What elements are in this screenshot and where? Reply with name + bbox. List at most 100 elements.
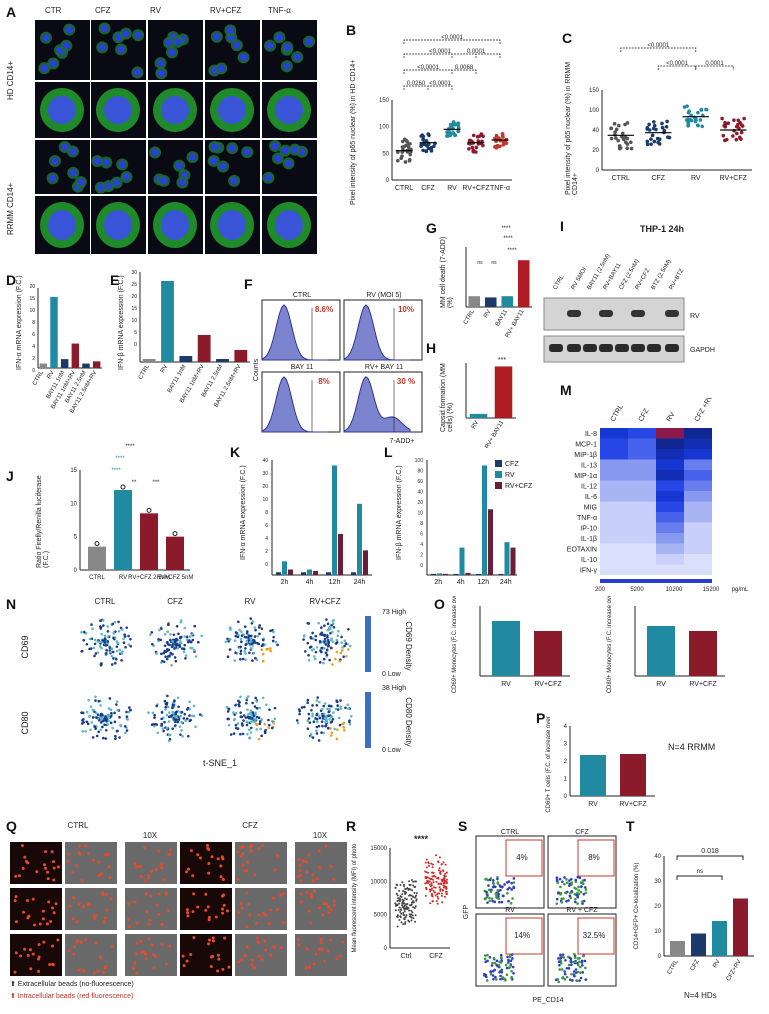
data-point — [700, 124, 705, 129]
data-point — [665, 119, 669, 124]
tsne-point — [249, 726, 253, 730]
bead — [282, 921, 286, 925]
tsne-point — [182, 650, 186, 654]
bar — [443, 573, 448, 575]
flow-event — [568, 879, 571, 882]
flow-event — [563, 876, 566, 879]
sig-stars: **** — [507, 248, 517, 254]
tsne-point — [226, 637, 229, 641]
bar — [498, 573, 504, 575]
tsne-point — [153, 713, 156, 717]
x-tick-label: CFZ — [651, 175, 665, 182]
tsne-point — [150, 723, 154, 727]
tsne-point — [168, 654, 172, 657]
tsne-point — [188, 707, 191, 711]
bead — [219, 875, 223, 879]
tsne-point — [224, 640, 228, 644]
data-point — [439, 888, 442, 891]
bead — [70, 870, 74, 874]
tsne-point — [315, 699, 319, 702]
data-point — [404, 921, 407, 924]
lane-label: RV+BTZ — [669, 268, 686, 291]
tsne-point — [269, 629, 272, 633]
tsne-point — [233, 659, 236, 662]
heatmap-cell — [684, 564, 712, 575]
bar — [484, 297, 497, 307]
heatmap-cell — [600, 480, 628, 491]
tsne-point — [183, 626, 187, 630]
data-point — [427, 871, 430, 874]
tsne-point — [245, 696, 249, 700]
bar — [60, 359, 69, 368]
tsne-point — [108, 646, 112, 650]
heatmap-cell — [628, 428, 656, 439]
data-point — [405, 139, 409, 144]
tsne-point — [327, 641, 330, 645]
bead — [29, 967, 33, 971]
data-point — [432, 871, 435, 874]
tsne-point — [239, 637, 243, 641]
flow-event — [562, 956, 566, 959]
data-point — [438, 882, 441, 885]
tsne-point — [182, 717, 186, 720]
bead — [264, 913, 268, 917]
flow-event — [572, 952, 576, 956]
flow-event — [559, 962, 563, 965]
flow-event — [576, 963, 580, 967]
data-point — [409, 883, 412, 886]
tsne-point — [225, 705, 229, 709]
tsne-point — [129, 708, 132, 712]
histogram-fill — [261, 376, 328, 433]
tsne-point — [105, 720, 108, 723]
tsne-point — [193, 624, 197, 628]
bead — [307, 853, 311, 857]
flow-event — [497, 963, 501, 967]
t-note: N=4 HDs — [684, 991, 717, 1000]
x-tick-label: TNF-α — [490, 185, 510, 192]
data-point — [629, 140, 633, 145]
chart-p: CD69+ T cells (F.C. of increase over Ctr… — [546, 716, 655, 813]
bead — [223, 936, 227, 940]
y-tick-label: 8 — [32, 320, 35, 326]
gate-percent: 4% — [516, 853, 528, 862]
flow-event — [574, 971, 578, 974]
flow-event — [488, 896, 491, 900]
tsne-point — [109, 650, 113, 654]
tsne-point — [176, 638, 179, 642]
y-tick-label: 5000 — [374, 913, 388, 919]
bead — [96, 969, 100, 973]
tsne-point — [114, 734, 117, 738]
histogram-title: BAY 11 — [291, 364, 314, 371]
data-point — [438, 867, 441, 870]
flow-event — [583, 886, 587, 889]
tsne-point — [163, 644, 167, 648]
cell-nucleus — [118, 160, 126, 169]
cell-nucleus — [98, 43, 106, 52]
bar — [492, 621, 520, 676]
bead — [110, 944, 114, 948]
bead — [221, 967, 225, 971]
y-tick-label: 100 — [415, 458, 424, 464]
flow-event — [484, 975, 488, 979]
cell-nucleus — [230, 177, 238, 185]
data-point — [444, 872, 447, 875]
flow-event — [565, 878, 568, 881]
heatmap-cell — [656, 522, 684, 533]
data-point — [410, 916, 413, 919]
tsne-point — [320, 707, 324, 711]
tsne-point — [115, 657, 118, 661]
x-tick-label: 2h — [434, 579, 442, 586]
bead — [251, 958, 255, 962]
flow-event — [584, 966, 587, 970]
tsne-point — [127, 643, 131, 646]
y-tick-label: 15000 — [370, 846, 387, 852]
bead — [247, 902, 251, 906]
cell-nucleus — [219, 162, 227, 171]
heatmap-cell — [684, 554, 712, 565]
tsne-point — [101, 618, 105, 622]
tsne-point — [163, 699, 167, 703]
tsne-point — [165, 703, 169, 706]
data-point — [649, 137, 653, 141]
data-point — [424, 894, 427, 897]
